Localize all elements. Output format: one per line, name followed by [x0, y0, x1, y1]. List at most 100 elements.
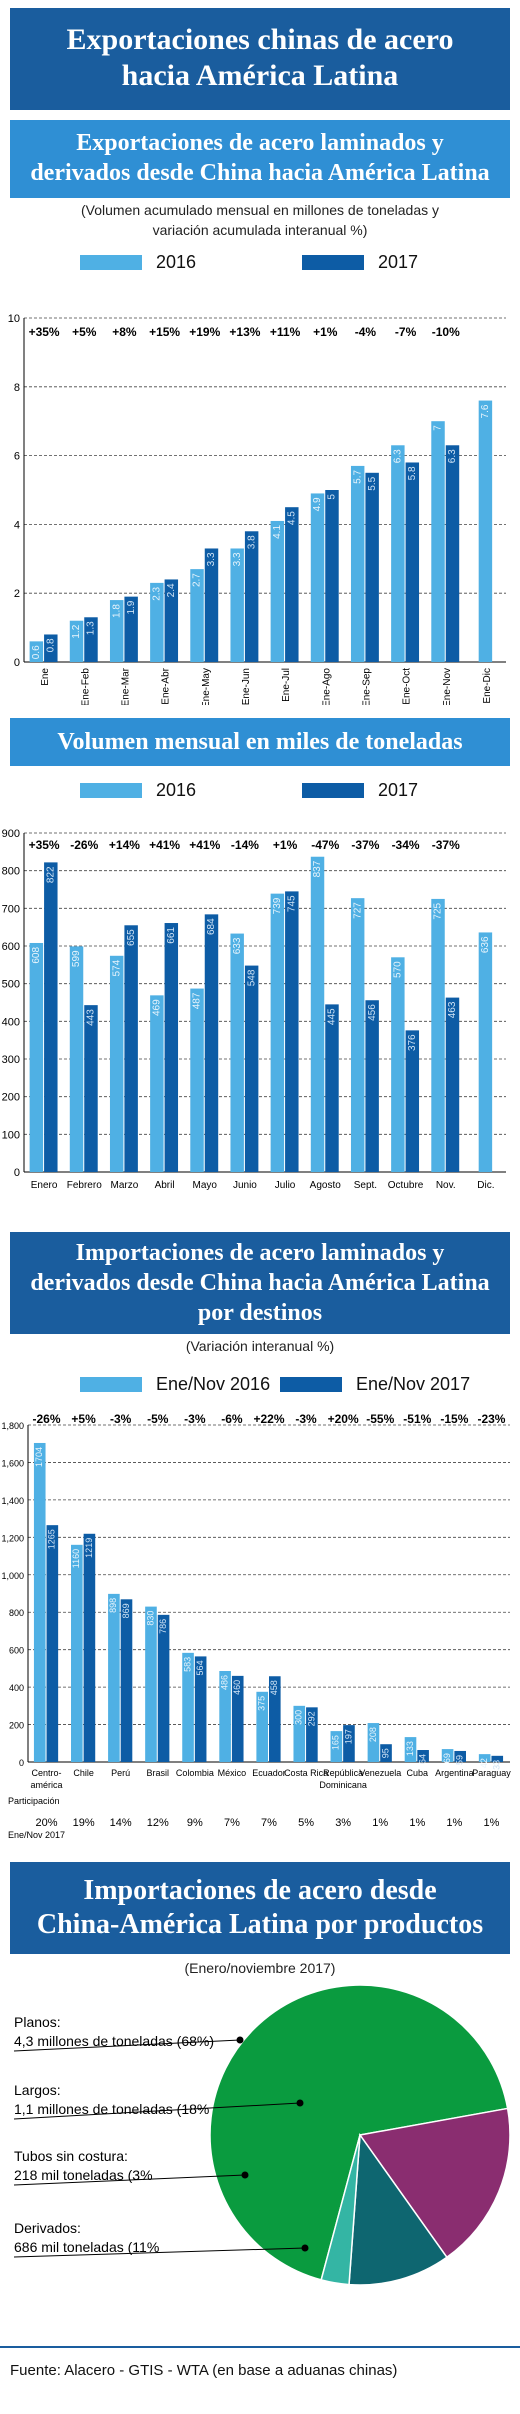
- bar-value-label: 745: [286, 895, 297, 912]
- bar-b: [285, 507, 299, 662]
- bar-value-label: 574: [111, 959, 122, 976]
- legend3-item-2017: Ene/Nov 2017: [280, 1372, 470, 1396]
- bar-value-label: 458: [269, 1680, 279, 1695]
- bar-value-label: 1219: [84, 1538, 94, 1558]
- variation-annotation: -26%: [70, 838, 98, 852]
- bar-a: [230, 933, 244, 1172]
- variation-annotation: -55%: [366, 1412, 394, 1426]
- x-category-label: Octubre: [388, 1180, 424, 1191]
- x-category-label: Cuba: [407, 1768, 429, 1778]
- section3-title-line2: derivados desde China hacia América Lati…: [30, 1270, 490, 1296]
- variation-annotation: +8%: [112, 325, 137, 339]
- bar-a: [404, 1737, 417, 1762]
- bar-b: [454, 1750, 466, 1762]
- variation-annotation: -3%: [184, 1412, 206, 1426]
- variation-annotation: -5%: [147, 1412, 169, 1426]
- bar-b: [325, 490, 339, 662]
- bar-value-label: 633: [232, 937, 243, 954]
- bar-a: [190, 569, 204, 662]
- monthly-volume-chart: 0 100 200 300 400 500 600 700 800 900 608 822 Enero +…: [2, 828, 506, 1191]
- bar-value-label: 898: [108, 1598, 118, 1613]
- bar-value-label: 4.9: [312, 497, 323, 511]
- bar-b: [285, 891, 299, 1172]
- bar-a: [441, 1749, 454, 1762]
- x-category-label: Ene: [40, 668, 51, 686]
- variation-annotation: +13%: [229, 325, 260, 339]
- variation-annotation: -37%: [432, 838, 460, 852]
- bar-value-label: 564: [195, 1660, 205, 1675]
- participation-value: 3%: [335, 1817, 351, 1829]
- bar-value-label: 655: [126, 929, 137, 946]
- bar-a: [182, 1652, 194, 1762]
- bar-a: [431, 898, 445, 1172]
- variation-annotation: -7%: [395, 325, 417, 339]
- bar-value-label: 5.7: [352, 469, 363, 483]
- bar-value-label: 727: [352, 902, 363, 919]
- x-category-label: Abril: [155, 1180, 175, 1191]
- section4-title-banner: Importaciones de acero desde China-Améri…: [10, 1862, 510, 1954]
- variation-annotation: -3%: [110, 1412, 132, 1426]
- y-tick-label: 400: [9, 1683, 24, 1693]
- bar-a: [150, 995, 164, 1172]
- x-category-label: Nov.: [436, 1180, 456, 1191]
- main-title-banner: Exportaciones chinas de acero hacia Amér…: [10, 8, 510, 110]
- x-category-label: Argentina: [435, 1768, 474, 1778]
- y-tick-label: 0: [19, 1758, 24, 1768]
- bar-value-label: 837: [312, 860, 323, 877]
- x-category-label: México: [218, 1768, 247, 1778]
- y-tick-label: 900: [2, 828, 20, 840]
- bar-a: [219, 1671, 231, 1762]
- bar-b: [405, 1030, 420, 1172]
- participation-label: Ene/Nov 2017: [8, 1830, 65, 1840]
- bar-a: [478, 1754, 491, 1762]
- bar-value-label: 6.3: [392, 449, 403, 463]
- x-category-label: Sept.: [354, 1180, 377, 1191]
- bar-a: [350, 465, 365, 662]
- bar-b: [269, 1676, 281, 1762]
- bar-b: [164, 923, 179, 1172]
- bar-b: [44, 634, 58, 662]
- x-category-label: Dominicana: [319, 1780, 367, 1790]
- variation-annotation: +11%: [270, 325, 301, 339]
- bar-a: [310, 493, 325, 662]
- bar-a: [391, 957, 405, 1172]
- y-tick-label: 700: [2, 903, 20, 915]
- bar-value-label: 636: [480, 936, 491, 953]
- y-tick-label: 4: [14, 519, 20, 531]
- x-category-label: Ene-Nov: [442, 668, 453, 705]
- variation-annotation: -23%: [477, 1412, 505, 1426]
- variation-annotation: +5%: [72, 325, 97, 339]
- bar-value-label: 1265: [47, 1529, 57, 1549]
- section3-legend: Ene/Nov 2016 Ene/Nov 2017: [10, 1372, 510, 1396]
- y-tick-label: 600: [9, 1646, 24, 1656]
- section1-title-line1: Exportaciones de acero laminados y: [76, 130, 444, 156]
- bar-b: [306, 1707, 318, 1762]
- bar-a: [109, 600, 124, 662]
- bar-a: [310, 856, 325, 1172]
- x-category-label: Ene-Mar: [120, 667, 131, 705]
- pie-leader-line: [13, 2039, 241, 2052]
- participation-value: 5%: [298, 1817, 314, 1829]
- bar-b: [445, 997, 460, 1172]
- bar-b: [157, 1614, 170, 1762]
- pie-detail: 1,1 millones de toneladas (18%: [14, 2101, 209, 2117]
- bar-b: [380, 1744, 392, 1762]
- bar-value-label: 456: [367, 1004, 378, 1021]
- variation-annotation: +15%: [149, 325, 180, 339]
- participation-label: Participación: [8, 1796, 60, 1806]
- section3-title-line3: por destinos: [197, 1300, 323, 1326]
- legend2-item-2016: 2016: [80, 778, 196, 802]
- bar-value-label: 208: [368, 1727, 378, 1742]
- bar-a: [256, 1691, 268, 1762]
- variation-annotation: +19%: [189, 325, 220, 339]
- bar-a: [350, 898, 365, 1172]
- legend2-label-2016: 2016: [156, 779, 197, 800]
- y-tick-label: 0: [14, 1167, 20, 1179]
- bar-a: [367, 1723, 380, 1762]
- bar-value-label: 292: [306, 1711, 316, 1726]
- participation-value: 7%: [261, 1817, 277, 1829]
- bar-value-label: 33: [492, 1760, 502, 1770]
- x-category-label: Junio: [233, 1180, 257, 1191]
- bar-b: [244, 965, 259, 1172]
- pie-label: Planos:: [14, 2014, 61, 2030]
